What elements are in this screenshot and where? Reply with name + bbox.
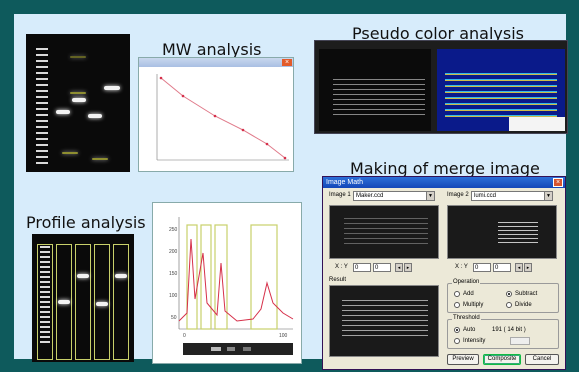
radio-divide[interactable]	[506, 302, 512, 308]
gel-band	[77, 274, 89, 278]
lane-highlight	[37, 244, 53, 360]
close-icon[interactable]: ×	[553, 178, 563, 187]
caption-profile-analysis: Profile analysis	[26, 213, 146, 232]
gel-image-top-left	[26, 34, 130, 172]
caption-merge-image: Making of merge image	[350, 159, 540, 178]
y-tick: 150	[169, 271, 178, 277]
profile-curve	[178, 238, 294, 322]
image-math-dialog: Image Math × Image 1 Maker.ccd ▼ Image 2…	[322, 176, 566, 370]
gel-band	[62, 152, 78, 154]
chevron-down-icon[interactable]: ▼	[426, 192, 434, 200]
image1-select[interactable]: Maker.ccd ▼	[353, 191, 435, 201]
radio-multiply[interactable]	[454, 302, 460, 308]
gel-band	[104, 86, 120, 90]
ladder-lane	[36, 48, 48, 166]
y1-field[interactable]: 0	[373, 263, 391, 272]
mw-plot	[156, 74, 289, 161]
gel-image-bottom-left	[32, 234, 134, 362]
pseudo-color-gel	[437, 49, 565, 131]
y-tick: 200	[169, 249, 178, 255]
result-label: Result	[329, 277, 347, 283]
x2-field[interactable]: 0	[473, 263, 491, 272]
image2-value: lumi.ccd	[474, 193, 497, 199]
lane-highlight	[94, 244, 110, 360]
profile-plot: 250 200 150 100 50 0 100	[159, 207, 295, 355]
gel-band	[58, 300, 70, 304]
pseudo-color-window	[314, 40, 568, 134]
image1-preview	[329, 205, 439, 259]
image1-value: Maker.ccd	[356, 193, 384, 199]
radio-subtract[interactable]	[506, 291, 512, 297]
gel-band	[88, 114, 102, 118]
y2-field[interactable]: 0	[493, 263, 511, 272]
threshold-label: Threshold	[452, 315, 481, 321]
radio-auto[interactable]	[454, 327, 460, 333]
spin-button[interactable]: ◂	[515, 263, 523, 272]
op-divide-label: Divide	[515, 302, 532, 308]
xy-label: X : Y	[335, 264, 348, 270]
op-multiply-label: Multiply	[463, 302, 484, 308]
spin-button[interactable]: ▸	[524, 263, 532, 272]
chevron-down-icon[interactable]: ▼	[544, 192, 552, 200]
spin-button[interactable]: ◂	[395, 263, 403, 272]
lane-highlight	[56, 244, 72, 360]
gel-band	[92, 158, 108, 160]
dialog-title: Image Math	[326, 179, 363, 186]
close-icon[interactable]: ×	[282, 59, 292, 66]
image2-label: Image 2	[447, 192, 469, 198]
cancel-button[interactable]: Cancel	[525, 354, 559, 365]
spin-button[interactable]: ▸	[404, 263, 412, 272]
gel-band	[96, 302, 108, 306]
radio-add[interactable]	[454, 291, 460, 297]
operation-group: Operation Add Subtract Multiply Divide	[447, 279, 559, 313]
preview-button[interactable]: Preview	[447, 354, 479, 365]
image1-label: Image 1	[329, 192, 351, 198]
lane-highlight	[113, 244, 129, 360]
result-preview	[329, 285, 439, 357]
window-titlebar: ×	[139, 58, 293, 67]
composite-button[interactable]: Composite	[483, 354, 521, 365]
th-value: 191 ( 14 bit )	[492, 327, 526, 333]
pseudo-gray-gel	[319, 49, 431, 131]
y-tick: 100	[169, 293, 178, 299]
th-intensity-label: Intensity	[463, 338, 486, 344]
gel-band	[70, 56, 86, 58]
mw-curve	[160, 77, 286, 159]
op-add-label: Add	[463, 291, 474, 297]
x1-field[interactable]: 0	[353, 263, 371, 272]
caption-pseudo-color: Pseudo color analysis	[352, 24, 524, 43]
image2-preview	[447, 205, 557, 259]
op-subtract-label: Subtract	[515, 291, 538, 297]
peak-highlight	[186, 224, 198, 330]
mw-analysis-window: ×	[138, 57, 294, 172]
image2-select[interactable]: lumi.ccd ▼	[471, 191, 553, 201]
gel-band	[115, 274, 127, 278]
th-auto-label: Auto	[463, 327, 476, 333]
gel-band	[70, 92, 86, 94]
ladder-lane	[40, 246, 50, 346]
peak-highlight	[214, 224, 228, 330]
caption-mw-analysis: MW analysis	[162, 40, 262, 59]
y-tick: 250	[169, 227, 178, 233]
gel-band	[72, 98, 86, 102]
threshold-group: Threshold Auto 191 ( 14 bit ) Intensity	[447, 315, 559, 349]
operation-label: Operation	[452, 279, 481, 285]
peak-highlight	[250, 224, 278, 330]
radio-intensity[interactable]	[454, 338, 460, 344]
x-tick: 0	[183, 333, 186, 339]
lane-highlight	[75, 244, 91, 360]
profile-window: 250 200 150 100 50 0 100	[152, 202, 302, 364]
intensity-field[interactable]	[510, 337, 530, 345]
dialog-titlebar: Image Math ×	[323, 177, 565, 188]
y-tick: 50	[171, 315, 177, 321]
gel-band	[56, 110, 70, 114]
peak-highlight	[200, 224, 212, 330]
profile-strip	[183, 343, 293, 355]
x-tick: 100	[279, 333, 288, 339]
xy-label: X : Y	[455, 264, 468, 270]
